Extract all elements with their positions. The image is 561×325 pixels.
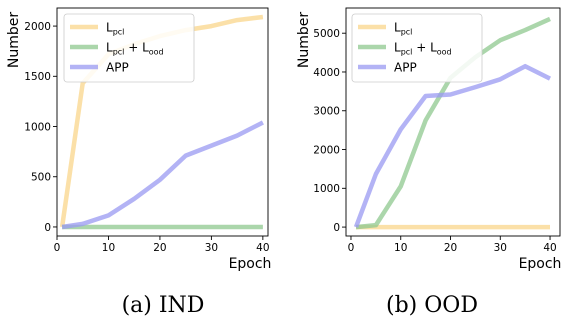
y-tick-label: 1500 — [24, 71, 51, 83]
series-line-2 — [353, 63, 552, 228]
y-tick-label: 2000 — [313, 144, 340, 156]
x-tick-label: 0 — [348, 242, 355, 254]
series-line-2 — [61, 120, 264, 230]
axes-frame — [345, 7, 561, 237]
caption-ood: (b) OOD — [386, 293, 478, 318]
x-tick-label: 40 — [256, 242, 269, 254]
legend-label-2: APP — [106, 61, 129, 75]
x-axis-label: Epoch — [229, 256, 272, 272]
legend: Lpcl Lpcl + Lood APP — [351, 13, 483, 83]
y-axis-label: Number — [6, 12, 22, 68]
y-tick-label: 3000 — [313, 106, 340, 118]
y-tick-label: 4000 — [313, 67, 340, 79]
legend-label-0: Lpcl — [106, 21, 124, 37]
y-tick-label: 0 — [44, 222, 51, 234]
legend-label-0: Lpcl — [394, 21, 412, 37]
legend-label-1: Lpcl + Lood — [106, 41, 164, 57]
axes-frame — [56, 7, 269, 237]
x-tick-label: 20 — [444, 242, 457, 254]
x-axis-label: Epoch — [519, 256, 561, 272]
legend: Lpcl Lpcl + Lood APP — [63, 13, 195, 83]
legend-label-1: Lpcl + Lood — [394, 41, 452, 57]
x-tick-label: 30 — [494, 242, 507, 254]
y-tick-label: 1000 — [24, 121, 51, 133]
y-tick-label: 2000 — [24, 21, 51, 33]
y-tick-label: 5000 — [313, 28, 340, 40]
caption-ind: (a) IND — [122, 293, 205, 318]
y-axis-label: Number — [296, 12, 312, 68]
x-tick-label: 0 — [54, 242, 61, 254]
y-tick-label: 1000 — [313, 183, 340, 195]
x-tick-label: 20 — [153, 242, 166, 254]
y-tick-label: 500 — [31, 172, 51, 184]
x-tick-label: 10 — [102, 242, 115, 254]
legend-label-2: APP — [394, 61, 417, 75]
x-tick-label: 40 — [543, 242, 556, 254]
x-tick-label: 10 — [394, 242, 407, 254]
x-tick-label: 30 — [205, 242, 218, 254]
y-tick-label: 0 — [333, 222, 340, 234]
